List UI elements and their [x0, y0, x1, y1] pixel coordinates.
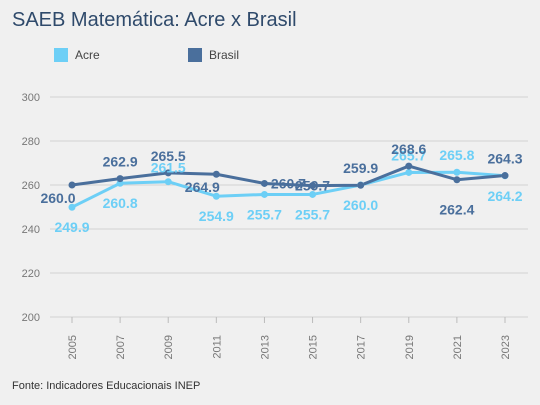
source-note: Fonte: Indicadores Educacionais INEP	[12, 380, 201, 392]
data-point-brasil-2011	[212, 170, 220, 178]
legend-label-acre: Acre	[75, 48, 100, 62]
data-point-brasil-2007	[116, 175, 124, 183]
data-label-acre-2019: 265.7	[391, 147, 426, 163]
series-lines	[71, 164, 506, 209]
data-label-acre-2013: 255.7	[247, 206, 282, 222]
data-label-acre-2023: 264.2	[487, 188, 522, 204]
y-tick-label-280: 280	[22, 136, 40, 148]
data-label-acre-2011: 254.9	[199, 208, 234, 224]
data-point-brasil-2005	[68, 181, 76, 189]
data-point-acre-2009	[164, 178, 172, 186]
x-tick-label-2013: 2013	[259, 335, 271, 359]
x-tick-label-2005: 2005	[67, 335, 79, 359]
data-point-brasil-2021	[453, 176, 461, 184]
x-tick-label-2021: 2021	[452, 335, 464, 359]
x-tick-label-2019: 2019	[404, 335, 416, 359]
data-point-acre-2013	[260, 190, 268, 198]
data-label-acre-2017: 260.0	[343, 197, 378, 213]
series-points	[68, 162, 509, 211]
data-label-acre-2015: 255.7	[295, 206, 330, 222]
data-label-brasil-2011: 264.9	[185, 179, 220, 195]
y-tick-label-300: 300	[22, 92, 40, 104]
data-point-acre-2015	[309, 190, 317, 198]
data-point-brasil-2023	[501, 172, 509, 180]
data-label-brasil-2005: 260.0	[40, 190, 75, 206]
x-tick-label-2015: 2015	[308, 335, 320, 359]
y-tick-label-220: 220	[22, 268, 40, 280]
x-tick-label-2023: 2023	[500, 335, 512, 359]
data-point-brasil-2013	[260, 179, 268, 187]
data-label-acre-2007: 260.8	[103, 195, 138, 211]
data-point-brasil-2019	[405, 162, 413, 170]
x-tick-label-2011: 2011	[211, 335, 223, 359]
data-label-acre-2009: 261.5	[151, 160, 186, 176]
y-tick-label-200: 200	[22, 312, 40, 324]
data-point-brasil-2009	[164, 169, 172, 177]
data-label-brasil-2015: 259.7	[295, 178, 330, 194]
y-tick-label-240: 240	[22, 224, 40, 236]
data-point-acre-2021	[453, 168, 461, 176]
legend-item-brasil[interactable]: Brasil	[188, 48, 239, 62]
data-label-acre-2005: 249.9	[54, 219, 89, 235]
data-point-acre-2011	[212, 192, 220, 200]
legend-label-brasil: Brasil	[209, 48, 240, 62]
data-point-acre-2019	[405, 168, 413, 176]
x-tick-label-2017: 2017	[356, 335, 368, 359]
data-labels: 249.9 260.8 261.5 254.9 255.7 255.7 260.0 265.7…	[40, 141, 522, 235]
legend-swatch-brasil	[188, 48, 202, 62]
data-label-brasil-2009: 265.5	[151, 148, 186, 164]
legend-swatch-acre	[54, 48, 68, 62]
data-label-brasil-2013: 260.7	[271, 175, 306, 191]
data-point-acre-2005	[68, 203, 76, 211]
data-label-brasil-2017: 259.9	[343, 160, 378, 176]
data-label-acre-2021: 265.8	[439, 147, 474, 163]
x-axis-ticks: 2005 2007 2009 2011 2013 2015 2017 2019 2021 2023	[67, 317, 512, 359]
data-label-brasil-2021: 262.4	[439, 202, 474, 218]
chart-grid	[50, 96, 528, 318]
y-axis-ticks: 200 220 240 260 280 300	[22, 92, 40, 324]
chart-title: SAEB Matemática: Acre x Brasil	[12, 9, 297, 31]
x-tick-label-2009: 2009	[163, 335, 175, 359]
data-label-brasil-2023: 264.3	[487, 151, 522, 167]
legend-item-acre[interactable]: Acre	[54, 48, 100, 62]
data-point-brasil-2015	[309, 182, 317, 190]
y-tick-label-260: 260	[22, 180, 40, 192]
data-label-brasil-2019: 268.6	[391, 141, 426, 157]
data-point-brasil-2017	[357, 181, 365, 189]
chart-legend: Acre Brasil	[0, 48, 540, 68]
data-label-brasil-2007: 262.9	[103, 154, 138, 170]
x-tick-label-2007: 2007	[115, 335, 127, 359]
series-line-brasil	[71, 164, 506, 188]
